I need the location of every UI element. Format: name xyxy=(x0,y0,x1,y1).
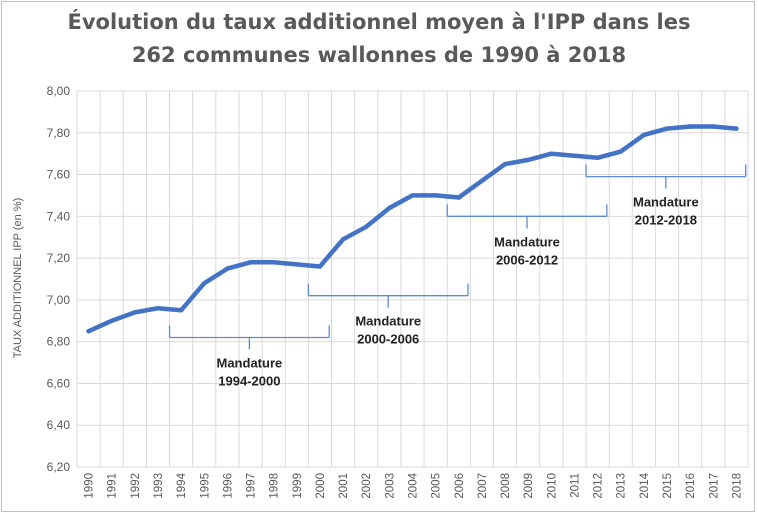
x-tick-label: 1994 xyxy=(176,472,188,498)
mandate-label-line-1: Mandature xyxy=(633,195,699,210)
mandate-bracket: Mandature 2000-2006 xyxy=(307,283,469,347)
x-tick-label: 2010 xyxy=(546,473,558,499)
x-tick-label: 2015 xyxy=(662,473,674,499)
y-axis-ticks: 6,20 6,40 6,60 6,80 7,00 7,20 7,40 7,60 7,80 8,00 xyxy=(47,84,71,474)
y-tick-label: 7,40 xyxy=(47,209,71,223)
x-tick-label: 2017 xyxy=(708,473,720,499)
mandate-label-line-2: 1994-2000 xyxy=(218,373,280,388)
series-layer xyxy=(86,124,739,334)
mandate-bracket: Mandature 1994-2000 xyxy=(168,325,330,388)
data-point xyxy=(618,149,623,154)
y-tick-label: 7,60 xyxy=(47,168,71,182)
x-tick-label: 2002 xyxy=(361,473,373,499)
data-point xyxy=(86,329,91,334)
x-tick-label: 1999 xyxy=(292,473,304,499)
y-tick-label: 8,00 xyxy=(47,84,71,98)
y-tick-label: 7,20 xyxy=(47,251,71,265)
x-tick-label: 2009 xyxy=(523,473,535,499)
data-point xyxy=(572,153,577,158)
x-tick-label: 2018 xyxy=(731,473,743,499)
x-tick-label: 1992 xyxy=(130,473,142,499)
data-point xyxy=(479,178,485,184)
y-tick-label: 6,40 xyxy=(47,418,71,432)
data-point xyxy=(641,132,647,138)
x-tick-label: 2011 xyxy=(569,473,581,498)
data-point xyxy=(664,126,670,131)
data-point xyxy=(525,157,531,163)
data-point xyxy=(687,124,693,129)
data-point xyxy=(456,195,461,200)
data-point xyxy=(410,193,415,198)
x-axis-ticks: 1990 1991 1992 1993 1994 1995 1996 1997 1998 1999… xyxy=(84,472,744,498)
x-tick-label: 2014 xyxy=(639,472,651,498)
x-tick-label: 1998 xyxy=(269,473,281,499)
data-point xyxy=(711,124,716,129)
data-point xyxy=(294,262,300,267)
x-tick-label: 1996 xyxy=(222,473,234,499)
data-point xyxy=(549,151,554,156)
mandate-label-line-2: 2012-2018 xyxy=(635,213,697,228)
x-tick-label: 1991 xyxy=(107,473,119,499)
data-point xyxy=(155,306,161,311)
y-tick-label: 6,60 xyxy=(47,376,71,390)
data-point xyxy=(109,318,114,323)
data-point xyxy=(178,308,184,313)
data-point xyxy=(317,264,323,269)
data-point xyxy=(433,193,438,198)
y-axis-label: TAUX ADDITIONNEL IPP (en %) xyxy=(12,198,24,359)
chart-title-line-1: Évolution du taux additionnel moyen à l'… xyxy=(67,10,691,34)
mandate-bracket: Mandature 2006-2012 xyxy=(446,204,608,267)
mandate-bracket: Mandature 2012-2018 xyxy=(585,164,747,228)
y-tick-label: 7,00 xyxy=(47,293,71,307)
x-tick-label: 2007 xyxy=(477,473,489,499)
mandate-label-line-1: Mandature xyxy=(217,355,283,370)
x-tick-label: 2016 xyxy=(685,473,697,499)
data-point xyxy=(340,237,346,242)
gridlines xyxy=(76,90,749,468)
x-tick-label: 2005 xyxy=(431,473,443,499)
x-tick-label: 2013 xyxy=(616,473,628,499)
data-point xyxy=(248,260,253,265)
x-tick-label: 1993 xyxy=(153,473,165,499)
data-point xyxy=(225,266,230,271)
data-point xyxy=(502,161,508,167)
mandate-label-line-1: Mandature xyxy=(355,314,421,329)
data-point xyxy=(734,126,739,131)
y-tick-label: 7,80 xyxy=(47,126,71,140)
chart-title-line-2: 262 communes wallonnes de 1990 à 2018 xyxy=(131,43,627,67)
x-tick-label: 1995 xyxy=(199,473,211,499)
mandate-annotations: Mandature1994-2000Mandature2000-2006Mand… xyxy=(168,164,747,388)
data-point xyxy=(364,224,369,229)
y-tick-label: 6,20 xyxy=(47,460,71,474)
mandate-label-line-2: 2006-2012 xyxy=(496,252,558,267)
x-tick-label: 2008 xyxy=(500,473,512,499)
data-point xyxy=(387,205,392,211)
x-tick-label: 2000 xyxy=(315,473,327,499)
data-point xyxy=(132,310,138,315)
mandate-label-line-1: Mandature xyxy=(494,234,560,249)
x-tick-label: 2012 xyxy=(593,473,605,499)
x-tick-label: 1990 xyxy=(84,473,96,499)
x-tick-label: 1997 xyxy=(246,473,258,499)
mandate-label-line-2: 2000-2006 xyxy=(357,332,419,347)
series-line xyxy=(86,124,739,334)
x-tick-label: 2003 xyxy=(384,473,396,499)
x-tick-label: 2006 xyxy=(454,473,466,499)
data-point xyxy=(271,260,276,265)
data-point xyxy=(202,280,207,286)
chart-title: Évolution du taux additionnel moyen à l'… xyxy=(0,6,758,72)
data-point xyxy=(595,155,600,161)
y-tick-label: 6,80 xyxy=(47,335,71,349)
x-tick-label: 2001 xyxy=(338,473,350,499)
x-tick-label: 2004 xyxy=(408,472,420,498)
